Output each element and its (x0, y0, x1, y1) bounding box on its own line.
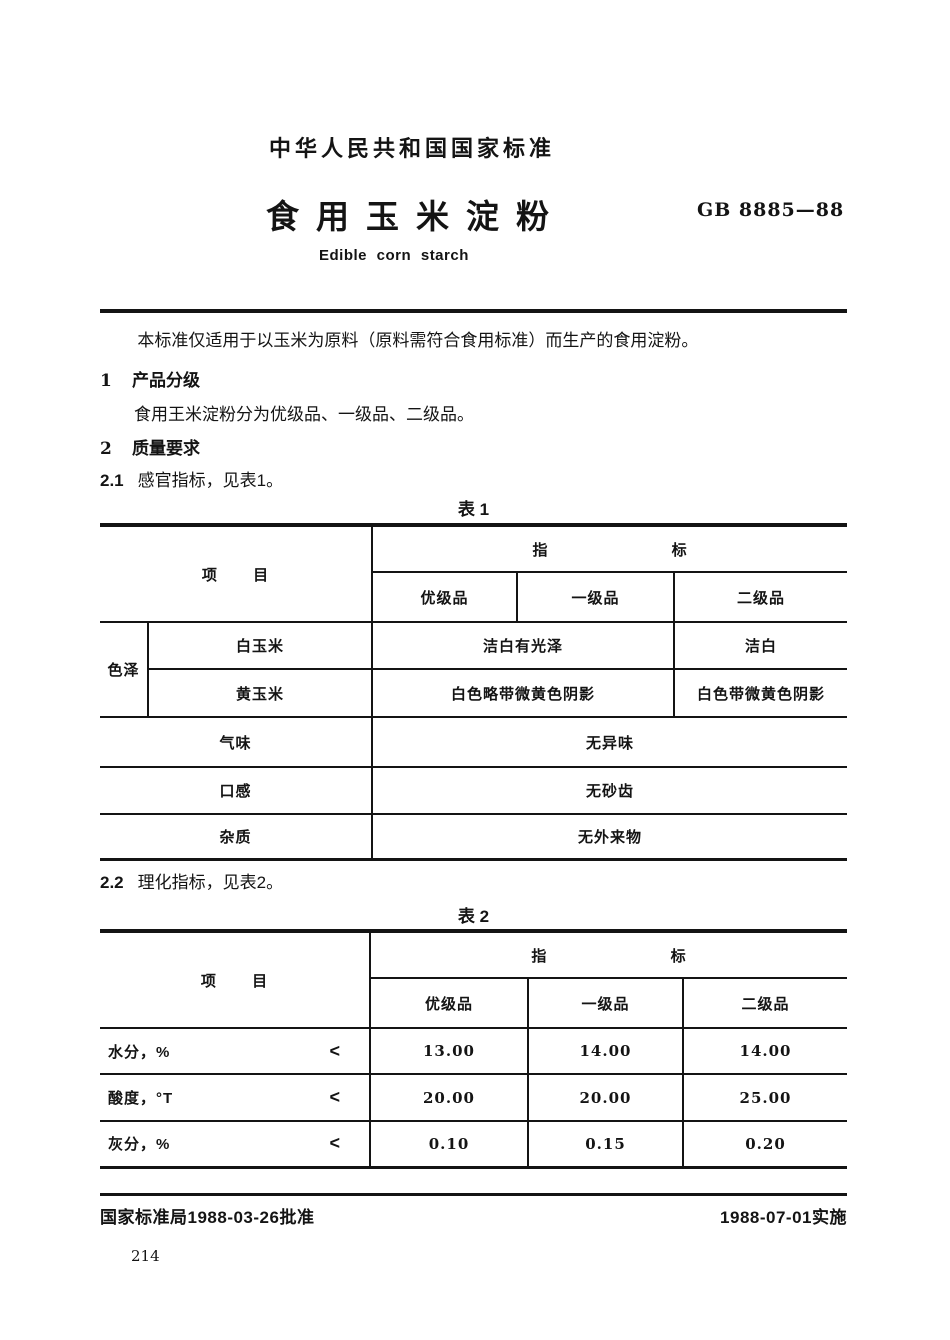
t1-row-color-group: 色泽 (100, 622, 148, 718)
t2-moisture-name: 水分，% (108, 1043, 171, 1061)
t2-header-indicator-label: 指 标 (531, 947, 687, 965)
t1-cell-impurity-value: 无外来物 (371, 814, 848, 861)
section-1-heading: 1 产品分级 (100, 366, 200, 391)
t1-row-odor-label: 气味 (100, 717, 373, 768)
section-2-number: 2 (100, 439, 113, 459)
t2-moisture-second: 14.00 (681, 1028, 848, 1075)
t2-acidity-first: 20.00 (527, 1074, 683, 1122)
footer: 国家标准局1988-03-26批准 1988-07-01实施 (100, 1203, 847, 1228)
t2-moisture-relation: < (329, 1040, 341, 1061)
t2-header-indicator: 指 标 (368, 929, 848, 979)
t1-cell-white-corn-premium-first: 洁白有光泽 (371, 622, 675, 670)
section-2-heading: 2 质量要求 (100, 434, 200, 459)
t1-header-item: 项 目 (100, 523, 373, 623)
t2-header-item-label: 项 目 (200, 972, 269, 990)
t2-row-acidity-label: 酸度，°T < (100, 1074, 370, 1122)
t2-header-grade-premium: 优级品 (369, 978, 528, 1029)
implementation-note: 1988-07-01实施 (720, 1208, 847, 1227)
t2-moisture-premium: 13.00 (369, 1028, 528, 1075)
t2-acidity-premium: 20.00 (369, 1074, 528, 1122)
t1-row-mouthfeel-label: 口感 (100, 767, 373, 815)
t2-moisture-first: 14.00 (527, 1028, 683, 1075)
t2-acidity-second: 25.00 (681, 1074, 848, 1122)
footer-divider (100, 1193, 847, 1196)
t2-acidity-name: 酸度，°T (108, 1090, 174, 1107)
t1-cell-yellow-corn-premium-first: 白色略带微黄色阴影 (371, 669, 675, 718)
clause-2-1-text: 感官指标，见表1。 (137, 471, 284, 490)
clause-2-1: 2.1 感官指标，见表1。 (100, 466, 283, 491)
t2-ash-premium: 0.10 (369, 1121, 528, 1169)
t2-acidity-relation: < (329, 1087, 341, 1107)
t2-header-item: 项 目 (100, 929, 370, 1029)
t1-header-item-label: 项 目 (201, 566, 270, 584)
t1-cell-white-corn-second: 洁白 (673, 622, 848, 670)
t1-header-grade-second: 二级品 (673, 572, 848, 623)
scope-paragraph: 本标准仅适用于以玉米为原料（原料需符合食用标准）而生产的食用淀粉。 (137, 331, 699, 350)
approval-note: 国家标准局1988-03-26批准 (100, 1208, 315, 1227)
section-2-title: 质量要求 (132, 439, 200, 458)
clause-2-1-number: 2.1 (100, 471, 124, 490)
section-1-title: 产品分级 (132, 371, 200, 390)
table-1-caption: 表 1 (457, 500, 490, 519)
t1-header-indicator: 指 标 (371, 523, 848, 573)
header-divider (100, 309, 847, 313)
document-title: 食用玉米淀粉 (266, 198, 566, 235)
t1-header-indicator-label: 指 标 (532, 541, 688, 559)
clause-2-2-number: 2.2 (100, 873, 124, 892)
t1-cell-mouthfeel-value: 无砂齿 (371, 767, 848, 815)
t2-ash-second: 0.20 (681, 1121, 848, 1169)
table-2: 项 目 指 标 优级品 一级品 二级品 水分，% < 13.00 14.00 1… (100, 929, 848, 1169)
t1-cell-odor-value: 无异味 (371, 717, 848, 768)
document-title-en: Edible corn starch (319, 247, 469, 264)
t2-row-moisture-label: 水分，% < (100, 1028, 370, 1075)
t1-row-impurity-label: 杂质 (100, 814, 373, 861)
t2-header-grade-second: 二级品 (681, 978, 848, 1029)
t1-header-grade-premium: 优级品 (371, 572, 518, 623)
clause-2-2: 2.2 理化指标，见表2。 (100, 868, 283, 893)
t1-header-grade-first: 一级品 (516, 572, 675, 623)
table-2-caption: 表 2 (457, 907, 490, 926)
standard-org-title: 中华人民共和国国家标准 (269, 136, 556, 161)
standard-number: GB 8885—88 (697, 199, 845, 221)
t2-ash-name: 灰分，% (108, 1136, 171, 1154)
table-1: 项 目 指 标 优级品 一级品 二级品 色泽 白玉米 洁白有光泽 洁白 黄玉米 … (100, 523, 848, 861)
t1-row-yellow-corn-label: 黄玉米 (146, 669, 373, 718)
t2-row-ash-label: 灰分，% < (100, 1121, 370, 1169)
section-1-paragraph: 食用王米淀粉分为优级品、一级品、二级品。 (134, 405, 474, 424)
t2-header-grade-first: 一级品 (527, 978, 683, 1029)
t2-ash-relation: < (329, 1133, 341, 1154)
t1-cell-yellow-corn-second: 白色带微黄色阴影 (673, 669, 848, 718)
page-number: 214 (131, 1247, 160, 1265)
section-1-number: 1 (100, 371, 113, 391)
t1-row-white-corn-label: 白玉米 (146, 622, 373, 670)
t2-ash-first: 0.15 (527, 1121, 683, 1169)
clause-2-2-text: 理化指标，见表2。 (137, 873, 284, 892)
